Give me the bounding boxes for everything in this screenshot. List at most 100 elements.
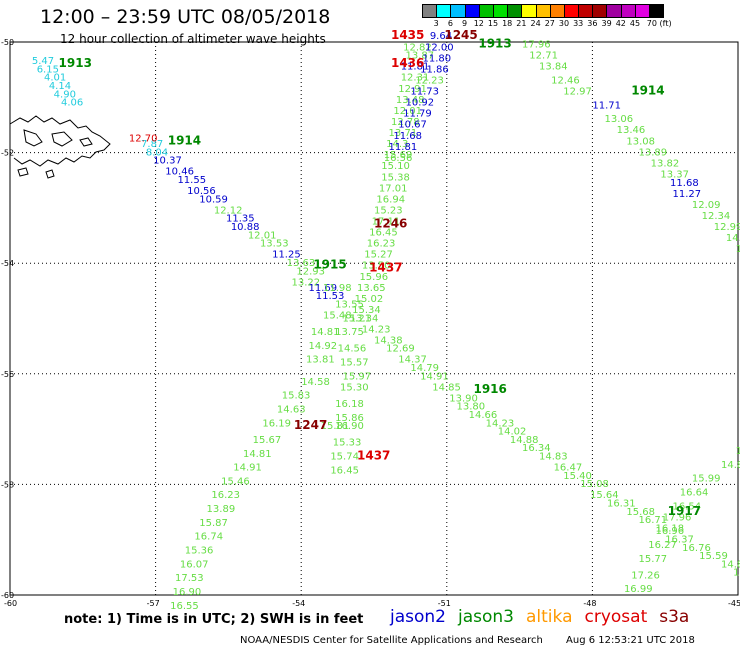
wave-height-value: 17.11: [372, 216, 401, 227]
wave-height-value: 16.55: [170, 601, 199, 612]
wave-height-value: 12.91: [398, 84, 427, 95]
wave-height-value: 15.64: [590, 490, 619, 501]
pass-time-label: 1916: [473, 382, 506, 396]
wave-height-value: 15.96: [359, 272, 388, 283]
wave-height-value: 14.3: [386, 139, 408, 150]
latitude-label: -60: [1, 591, 14, 600]
wave-height-value: 11.53: [316, 291, 345, 302]
wave-height-value: 13.84: [539, 62, 568, 73]
wave-height-value: 13.65: [357, 283, 386, 294]
wave-height-value: 11.27: [672, 189, 701, 200]
color-scale-label: 9: [462, 19, 468, 28]
coastline: [9, 115, 111, 167]
wave-height-value: 14.58: [301, 377, 330, 388]
color-scale-label: 33: [573, 19, 584, 28]
satellite-legend-jason3: jason3: [458, 607, 514, 627]
wave-height-value: 14.88: [510, 435, 539, 446]
wave-height-value: 13.53: [260, 239, 289, 250]
wave-height-value: 16.18: [335, 399, 364, 410]
wave-height-value: 15.21: [342, 313, 371, 324]
wave-height-value: 15.23: [374, 205, 403, 216]
wave-height-value: 15.86: [335, 413, 364, 424]
wave-height-value: 10.67: [398, 120, 427, 131]
wave-height-value: 11.98: [323, 283, 352, 294]
footer-credit: NOAA/NESDIS Center for Satellite Applica…: [240, 635, 543, 646]
pass-time-label: 1913: [478, 37, 511, 51]
wave-height-value: 12.82: [403, 42, 432, 53]
wave-height-value: 12.12: [214, 205, 243, 216]
wave-height-value: 14.85: [432, 382, 461, 393]
wave-height-value: 15.02: [355, 294, 384, 305]
wave-height-value: 16.96: [655, 526, 684, 537]
wave-height-value: 10.59: [199, 194, 228, 205]
wave-height-value: 12.23: [415, 75, 444, 86]
color-scale-label: 39: [601, 19, 612, 28]
wave-height-value: 4.01: [44, 73, 66, 84]
footer: NOAA/NESDIS Center for Satellite Applica…: [240, 635, 715, 646]
wave-height-value: 16.76: [682, 543, 711, 554]
color-scale-label: 15: [487, 19, 499, 28]
wave-height-value: 16.07: [180, 559, 209, 570]
wave-height-value: 14.82: [733, 568, 740, 579]
pass-time-label: 1247: [294, 418, 327, 432]
wave-height-value: 10.56: [187, 186, 216, 197]
longitude-label: -45: [728, 599, 740, 608]
longitude-label: -51: [438, 599, 451, 608]
wave-height-value: 10.88: [231, 222, 260, 233]
wave-height-value: 15.38: [381, 172, 410, 183]
wave-height-value: 16.23: [211, 490, 240, 501]
pass-time-label: 1914: [631, 84, 664, 98]
wave-height-value: 13.06: [605, 114, 634, 125]
wave-height-value: 13.89: [639, 147, 668, 158]
wave-height-value: 16.45: [369, 228, 398, 239]
color-scale-legend: 3 6 9 12 15 18 21 24 27 30 33 36 39 42 45 70 (ft): [422, 4, 672, 30]
wave-height-value: 16.99: [624, 584, 653, 595]
longitude-label: -57: [147, 599, 160, 608]
wave-height-value: 14.92: [308, 341, 337, 352]
wave-height-value: 15.99: [692, 474, 721, 485]
wave-height-value: 15.34: [352, 305, 381, 316]
color-scale-label: 45: [629, 19, 641, 28]
wave-height-value: 15.59: [699, 551, 728, 562]
coastline: [79, 137, 93, 147]
color-scale-cell: [649, 4, 665, 18]
wave-height-value: 16.45: [330, 465, 359, 476]
wave-height-value: 14.83: [539, 452, 568, 463]
wave-height-value: 14.56: [338, 344, 367, 355]
satellite-legend: jason2 jason3 altika cryosat s3a: [390, 607, 701, 627]
coastline: [51, 131, 73, 147]
wave-height-value: 14.81: [243, 449, 272, 460]
color-scale-label: 3: [433, 19, 439, 28]
wave-height-value: 11.68: [393, 131, 422, 142]
wave-height-value: 11.73: [410, 87, 439, 98]
wave-height-value: 13.22: [291, 277, 320, 288]
wave-height-value: 12.34: [702, 211, 731, 222]
satellite-legend-jason2: jason2: [390, 607, 446, 627]
color-scale-label: 24: [530, 19, 541, 28]
wave-height-value: 13.90: [449, 393, 478, 404]
wave-height-value: 12.78: [391, 117, 420, 128]
pass-time-label: 1914: [168, 133, 201, 147]
wave-height-value: 15.99: [736, 446, 740, 457]
wave-height-value: 15.10: [381, 161, 410, 172]
wave-height-value: 7.87: [141, 139, 163, 150]
wave-height-value: 13.48: [396, 95, 425, 106]
longitude-label: -60: [4, 599, 17, 608]
wave-height-value: 15.67: [253, 435, 282, 446]
wave-height-value: 14.91: [420, 371, 449, 382]
pass-time-label: 1437: [369, 260, 402, 274]
wave-height-value: 16.71: [639, 515, 668, 526]
wave-height-value: 4.90: [54, 89, 76, 100]
wave-height-value: 16.74: [194, 532, 223, 543]
pass-time-label: 1435: [391, 28, 424, 42]
wave-height-value: 15.46: [221, 476, 250, 487]
wave-height-value: 17.96: [522, 40, 551, 51]
wave-height-value: 14.02: [498, 427, 527, 438]
wave-height-value: 11.81: [389, 142, 418, 153]
wave-height-value: 10.37: [153, 156, 182, 167]
wave-height-value: 15.57: [340, 358, 369, 369]
wave-height-value: 14.63: [277, 405, 306, 416]
latitude-label: -58: [1, 480, 14, 489]
wave-height-value: 15.74: [330, 452, 359, 463]
